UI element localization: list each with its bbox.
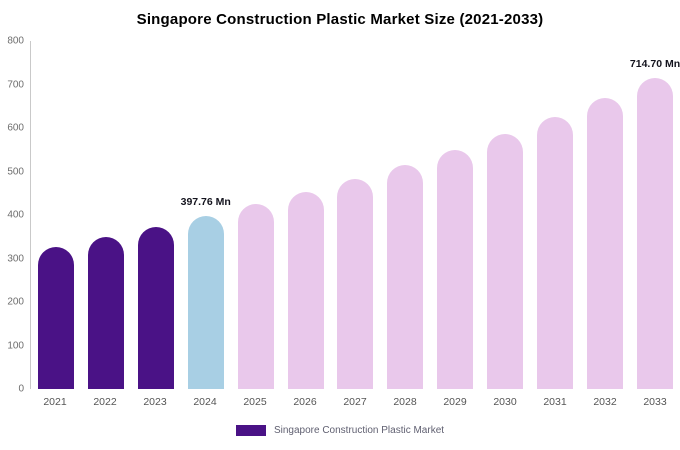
x-tick-label-2026: 2026 [293,396,317,408]
y-tick-label: 800 [7,35,24,47]
bar-column-2032 [580,41,630,389]
bar-2024 [187,215,224,389]
y-tick-label: 200 [7,296,24,308]
bar-2026 [287,192,324,389]
chart-title: Singapore Construction Plastic Market Si… [136,11,544,28]
plot-area: 397.76 Mn 714.70 Mn [30,41,680,389]
x-tick-label-2024: 2024 [193,396,217,408]
bar-column-2025 [231,41,281,389]
x-axis: 2021 2022 2023 2024 2025 2026 2027 2028 2029 2030… [30,396,680,408]
y-tick-label: 400 [7,209,24,221]
legend-label: Singapore Construction Plastic Market [273,425,445,436]
bar-2028 [387,164,424,389]
legend: Singapore Construction Plastic Market [0,425,680,436]
chart-container: Singapore Construction Plastic Market Si… [0,11,680,436]
bar-2032 [587,98,624,389]
x-tick-label-2029: 2029 [443,396,467,408]
bar-2025 [237,204,274,389]
bar-2021 [37,246,74,389]
bar-2027 [337,178,374,389]
x-tick-label-2027: 2027 [343,396,367,408]
y-tick-label: 0 [18,383,24,395]
bar-column-2029 [430,41,480,389]
x-tick-label-2028: 2028 [393,396,417,408]
bar-column-2026 [281,41,331,389]
x-tick-label-2031: 2031 [543,396,567,408]
x-tick-label-2023: 2023 [143,396,167,408]
y-tick-label: 600 [7,122,24,134]
chart-body: 0 100 200 300 400 500 600 700 800 397.76 Mn 714.7… [0,36,680,395]
bar-2023 [137,226,174,389]
bar-2033 [637,78,674,389]
x-tick-label-2025: 2025 [243,396,267,408]
y-tick-label: 100 [7,340,24,351]
y-tick-label: 500 [7,166,24,177]
bar-column-2024: 397.76 Mn [181,41,231,389]
x-tick-label-2033: 2033 [643,396,667,408]
bar-column-2022 [81,41,131,389]
bar-2030 [487,133,524,389]
value-label-2033: 714.70 Mn [629,58,680,71]
x-tick-label-2032: 2032 [593,396,617,408]
bar-column-2021 [31,41,81,389]
bar-column-2030 [480,41,530,389]
bar-2029 [437,149,474,389]
bar-column-2027 [331,41,381,389]
y-tick-label: 700 [7,79,24,90]
legend-swatch [235,425,266,436]
y-axis: 0 100 200 300 400 500 600 700 800 [0,36,30,395]
bar-column-2028 [380,41,430,389]
bar-column-2033: 714.70 Mn [630,41,680,389]
x-tick-label-2022: 2022 [93,396,117,408]
bar-column-2031 [530,41,580,389]
y-tick-label: 300 [7,253,24,264]
x-tick-label-2030: 2030 [493,396,517,408]
bar-2022 [87,236,124,389]
x-tick-label-2021: 2021 [43,396,67,408]
bar-2031 [537,116,574,389]
value-label-2024: 397.76 Mn [180,195,231,208]
bar-column-2023 [131,41,181,389]
